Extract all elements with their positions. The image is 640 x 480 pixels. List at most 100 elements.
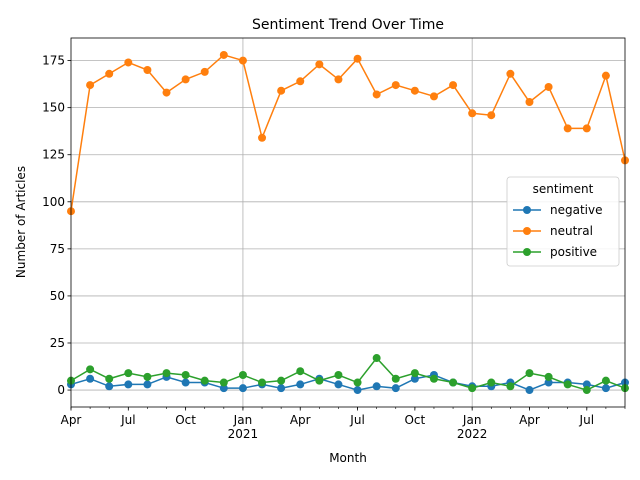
- data-point-positive: [86, 365, 95, 374]
- data-point-positive: [162, 369, 171, 378]
- data-point-negative: [544, 378, 553, 387]
- data-point-neutral: [162, 88, 171, 97]
- x-tick-label: Jul: [349, 413, 364, 427]
- data-point-positive: [391, 374, 400, 383]
- data-point-positive: [258, 378, 267, 387]
- data-point-neutral: [563, 124, 572, 133]
- data-point-positive: [429, 374, 438, 383]
- y-axis: 0 25 50 75 100 125 150 175: [42, 54, 626, 409]
- data-point-neutral: [200, 67, 209, 76]
- y-tick-label: 175: [42, 54, 65, 68]
- series-positive: [67, 354, 629, 395]
- data-point-neutral: [601, 71, 610, 80]
- legend-marker-negative: [523, 206, 531, 214]
- x-tick-label: Oct: [175, 413, 196, 427]
- data-point-positive: [372, 354, 381, 363]
- plot-frame: [70, 37, 626, 408]
- data-point-negative: [181, 378, 190, 387]
- data-point-positive: [124, 369, 133, 378]
- data-point-negative: [105, 382, 114, 391]
- data-point-neutral: [105, 69, 114, 78]
- series-line-neutral: [70, 54, 626, 212]
- data-point-negative: [525, 386, 534, 395]
- x-tick-year-label: 2021: [228, 427, 259, 441]
- data-point-positive: [563, 380, 572, 389]
- data-point-neutral: [468, 109, 477, 118]
- legend-title: sentiment: [533, 182, 594, 196]
- data-point-positive: [200, 376, 209, 385]
- data-point-neutral: [582, 124, 591, 133]
- data-point-neutral: [258, 133, 267, 142]
- data-point-negative: [601, 384, 610, 393]
- data-point-negative: [391, 384, 400, 393]
- data-point-neutral: [449, 81, 458, 90]
- data-point-positive: [410, 369, 419, 378]
- y-tick-label: 0: [57, 383, 65, 397]
- data-point-negative: [219, 384, 228, 393]
- data-point-positive: [487, 378, 496, 387]
- y-tick-label: 150: [42, 101, 65, 115]
- data-point-neutral: [143, 66, 152, 75]
- data-point-neutral: [181, 75, 190, 84]
- x-tick-label: Jan: [233, 413, 253, 427]
- y-tick-label: 25: [50, 336, 65, 350]
- chart-title: Sentiment Trend Over Time: [252, 17, 444, 33]
- data-point-neutral: [219, 50, 228, 59]
- data-point-neutral: [86, 81, 95, 90]
- data-point-positive: [582, 386, 591, 395]
- y-axis-title: Number of Articles: [14, 166, 28, 278]
- data-point-positive: [525, 369, 534, 378]
- x-tick-label: Jan: [462, 413, 482, 427]
- x-tick-year-label: 2022: [457, 427, 488, 441]
- data-point-positive: [544, 372, 553, 381]
- data-point-neutral: [353, 54, 362, 63]
- data-point-positive: [277, 376, 286, 385]
- data-point-positive: [315, 376, 324, 385]
- y-tick-label: 75: [50, 242, 65, 256]
- data-point-negative: [238, 384, 247, 393]
- legend-marker-neutral: [523, 227, 531, 235]
- data-point-negative: [277, 384, 286, 393]
- data-point-neutral: [391, 81, 400, 90]
- y-tick-label: 50: [50, 289, 65, 303]
- data-point-neutral: [238, 56, 247, 65]
- legend-box: [506, 176, 620, 267]
- x-tick-label: Apr: [519, 413, 540, 427]
- data-point-neutral: [429, 92, 438, 101]
- data-point-negative: [353, 386, 362, 395]
- series-layer: [67, 50, 629, 395]
- data-point-positive: [334, 370, 343, 379]
- data-point-neutral: [525, 98, 534, 107]
- data-point-positive: [468, 384, 477, 393]
- data-point-negative: [582, 380, 591, 389]
- x-tick-label: Apr: [61, 413, 82, 427]
- data-point-neutral: [277, 86, 286, 95]
- legend-marker-positive: [523, 248, 531, 256]
- data-point-positive: [105, 374, 114, 383]
- grid-lines: [71, 38, 625, 407]
- data-point-negative: [124, 380, 133, 389]
- data-point-positive: [601, 376, 610, 385]
- data-point-positive: [296, 367, 305, 376]
- data-point-neutral: [372, 90, 381, 99]
- legend-label-neutral: neutral: [550, 224, 593, 238]
- data-point-positive: [449, 378, 458, 387]
- legend-label-positive: positive: [550, 245, 597, 259]
- legend: sentiment negative neutral positive: [506, 176, 620, 267]
- x-tick-label: Oct: [404, 413, 425, 427]
- x-tick-label: Jul: [120, 413, 135, 427]
- data-point-neutral: [506, 69, 515, 78]
- legend-label-negative: negative: [550, 203, 602, 217]
- data-point-positive: [181, 370, 190, 379]
- data-point-positive: [143, 372, 152, 381]
- data-point-negative: [372, 382, 381, 391]
- y-tick-label: 100: [42, 195, 65, 209]
- data-point-positive: [506, 382, 515, 391]
- data-point-neutral: [315, 60, 324, 69]
- data-point-neutral: [296, 77, 305, 86]
- data-point-negative: [296, 380, 305, 389]
- data-point-positive: [238, 370, 247, 379]
- data-point-negative: [410, 374, 419, 383]
